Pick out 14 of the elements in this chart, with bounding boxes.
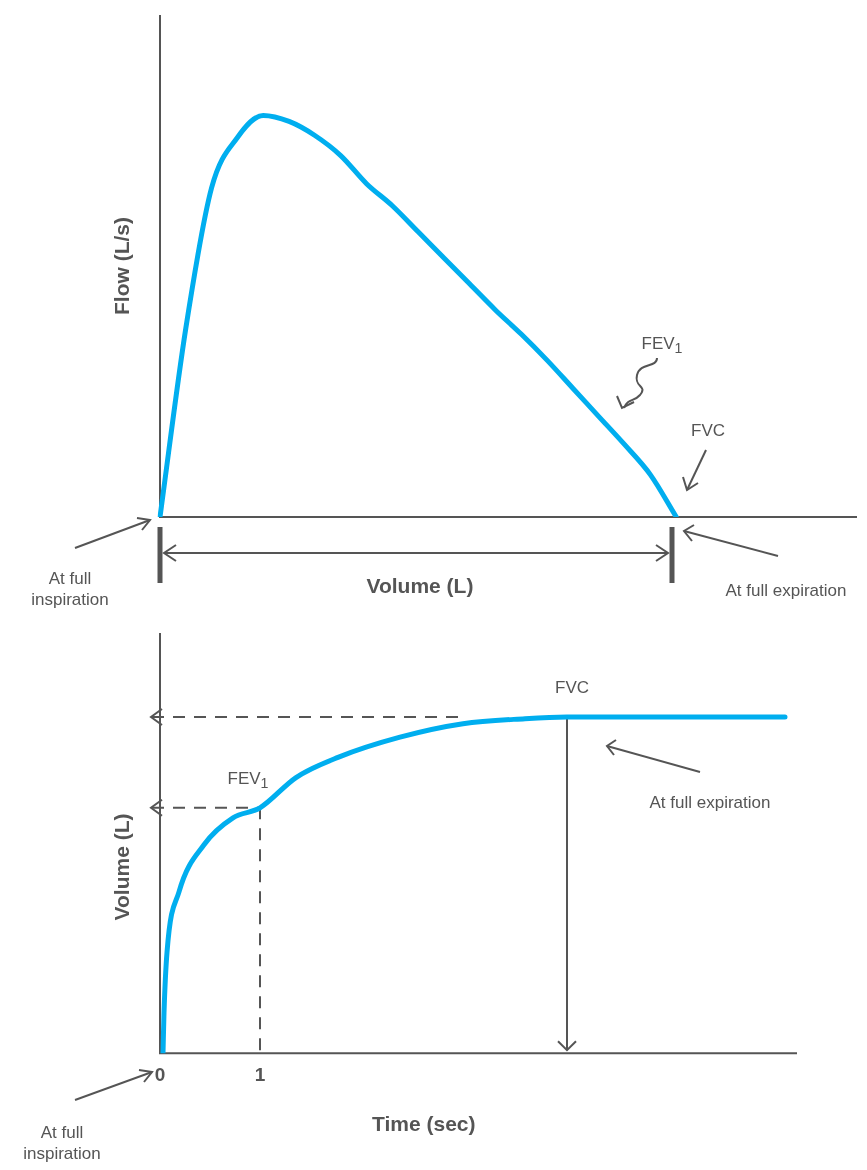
annotation: At full expiration	[648, 792, 772, 814]
x-axis-title: Time (sec)	[372, 1112, 476, 1136]
x-axis-title: Volume (L)	[366, 574, 474, 598]
ref-line-label: FVC	[555, 677, 589, 699]
ref-line-label: FEV$_{1}$	[227, 767, 269, 793]
y-axis-title: Flow (L/s)	[110, 217, 134, 315]
x-tick-label: 0	[154, 1063, 166, 1085]
y-axis-title: Volume (L)	[109, 813, 134, 921]
text: At full expiration	[724, 580, 848, 602]
x-tick-label: 1	[254, 1063, 266, 1085]
annotation: FVC	[690, 420, 726, 442]
text: At full inspiration	[30, 568, 110, 611]
annotation: FEV$_{1}$	[640, 333, 684, 359]
text: At full inspiration	[22, 1122, 102, 1165]
